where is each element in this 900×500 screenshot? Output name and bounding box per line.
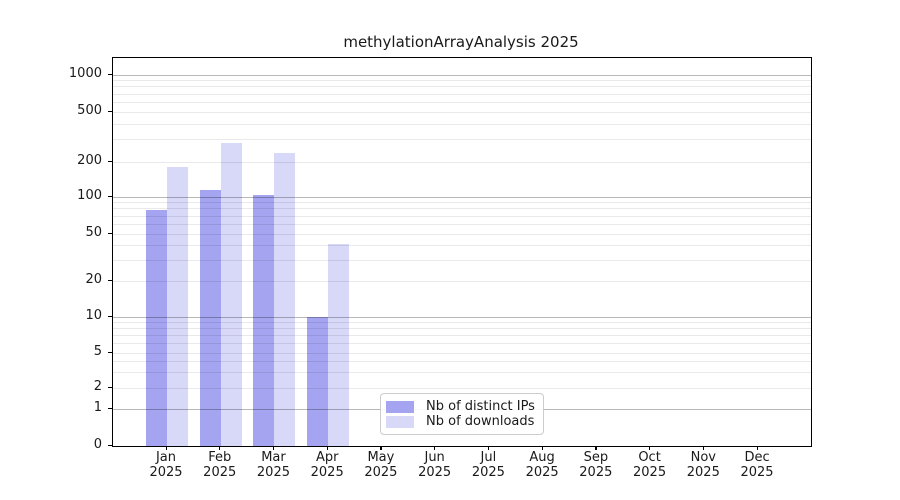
gridline-60 (113, 223, 811, 225)
x-tick-mark-may (380, 446, 382, 450)
y-tick-mark-1 (107, 407, 112, 409)
gridline-5 (113, 352, 811, 354)
y-tick-label-50: 50 (85, 225, 102, 240)
gridline-500 (113, 111, 811, 113)
y-tick-mark-20 (107, 279, 112, 281)
gridline-300 (113, 139, 811, 141)
gridline-700 (113, 93, 811, 95)
x-tick-mark-jul (487, 446, 490, 450)
y-tick-label-200: 200 (77, 153, 102, 168)
legend: Nb of distinct IPs Nb of downloads (380, 393, 544, 435)
y-tick-mark-2 (107, 386, 112, 388)
gridline-90 (113, 202, 811, 204)
y-tick-label-0: 0 (93, 437, 102, 452)
x-tick-mark-sep (595, 446, 597, 450)
y-tick-mark-5 (107, 351, 112, 353)
bar-nb-of-distinct-ips-feb (199, 189, 221, 446)
x-tick-label-apr: Apr 2025 (310, 450, 344, 480)
x-tick-mark-oct (649, 446, 651, 450)
plot-area: Nb of distinct IPs Nb of downloads (112, 57, 812, 447)
gridline-20 (113, 280, 811, 282)
x-tick-label-jan: Jan 2025 (149, 450, 183, 480)
y-tick-mark-200 (107, 160, 112, 162)
y-tick-mark-100 (107, 195, 112, 197)
gridline-400 (113, 123, 811, 125)
gridline-9 (113, 321, 811, 323)
gridline-70 (113, 215, 811, 217)
y-tick-label-2: 2 (93, 379, 102, 394)
gridline-3 (113, 372, 811, 373)
bar-nb-of-downloads-feb (220, 142, 242, 446)
x-tick-label-nov: Nov 2025 (686, 450, 720, 480)
legend-row-distinct-ips: Nb of distinct IPs (386, 399, 535, 414)
x-tick-label-may: May 2025 (364, 450, 398, 480)
gridline-800 (113, 86, 811, 88)
gridline-7 (113, 335, 811, 337)
gridline-30 (113, 259, 811, 261)
x-tick-mark-nov (702, 446, 704, 450)
x-tick-mark-jan (165, 446, 167, 450)
x-tick-label-sep: Sep 2025 (579, 450, 613, 480)
y-tick-mark-500 (107, 110, 112, 112)
y-tick-mark-50 (107, 232, 112, 234)
x-tick-mark-aug (541, 446, 543, 450)
bar-nb-of-distinct-ips-mar (253, 195, 275, 446)
y-tick-mark-0 (107, 444, 112, 446)
gridline-8 (113, 328, 811, 330)
x-tick-label-mar: Mar 2025 (256, 450, 290, 480)
gridline-40 (113, 244, 811, 246)
x-tick-label-jul: Jul 2025 (471, 450, 505, 480)
gridline-50 (113, 233, 811, 235)
gridline-80 (113, 208, 811, 210)
gridline-4 (113, 361, 811, 363)
y-tick-mark-1000 (107, 73, 112, 75)
gridline-200 (113, 161, 811, 163)
gridline-100 (113, 196, 811, 198)
legend-swatch-distinct-ips (386, 400, 414, 413)
legend-label-distinct-ips: Nb of distinct IPs (426, 399, 535, 414)
y-tick-mark-10 (107, 315, 112, 317)
y-tick-label-20: 20 (85, 272, 102, 287)
x-tick-label-feb: Feb 2025 (203, 450, 237, 480)
gridline-900 (113, 80, 811, 82)
x-tick-mark-mar (272, 446, 275, 450)
bar-nb-of-distinct-ips-jan (146, 209, 167, 446)
x-tick-label-jun: Jun 2025 (418, 450, 452, 480)
y-tick-label-100: 100 (77, 188, 102, 203)
gridline-2 (113, 387, 811, 389)
bars-layer (113, 58, 811, 446)
y-tick-label-10: 10 (85, 308, 102, 323)
x-tick-mark-apr (326, 446, 328, 450)
y-tick-label-500: 500 (77, 103, 102, 118)
legend-label-downloads: Nb of downloads (426, 414, 535, 429)
grid-layer (113, 58, 811, 446)
gridline-6 (113, 343, 811, 345)
x-tick-mark-dec (756, 446, 758, 450)
gridline-1000 (113, 74, 811, 76)
x-tick-label-aug: Aug 2025 (525, 450, 559, 480)
y-tick-label-1000: 1000 (68, 66, 102, 81)
bar-nb-of-downloads-jan (167, 167, 188, 446)
y-tick-label-5: 5 (93, 344, 102, 359)
legend-swatch-downloads (386, 415, 414, 428)
x-tick-mark-feb (219, 446, 221, 450)
y-tick-label-1: 1 (93, 400, 102, 415)
bar-nb-of-downloads-mar (274, 153, 296, 446)
x-tick-label-dec: Dec 2025 (740, 450, 774, 480)
chart-title: methylationArrayAnalysis 2025 (343, 33, 579, 51)
x-tick-label-oct: Oct 2025 (633, 450, 667, 480)
gridline-600 (113, 101, 811, 103)
legend-row-downloads: Nb of downloads (386, 414, 535, 429)
bar-nb-of-downloads-apr (328, 244, 350, 446)
gridline-10 (113, 316, 811, 318)
bar-nb-of-distinct-ips-apr (307, 317, 329, 446)
x-tick-mark-jun (434, 446, 436, 450)
